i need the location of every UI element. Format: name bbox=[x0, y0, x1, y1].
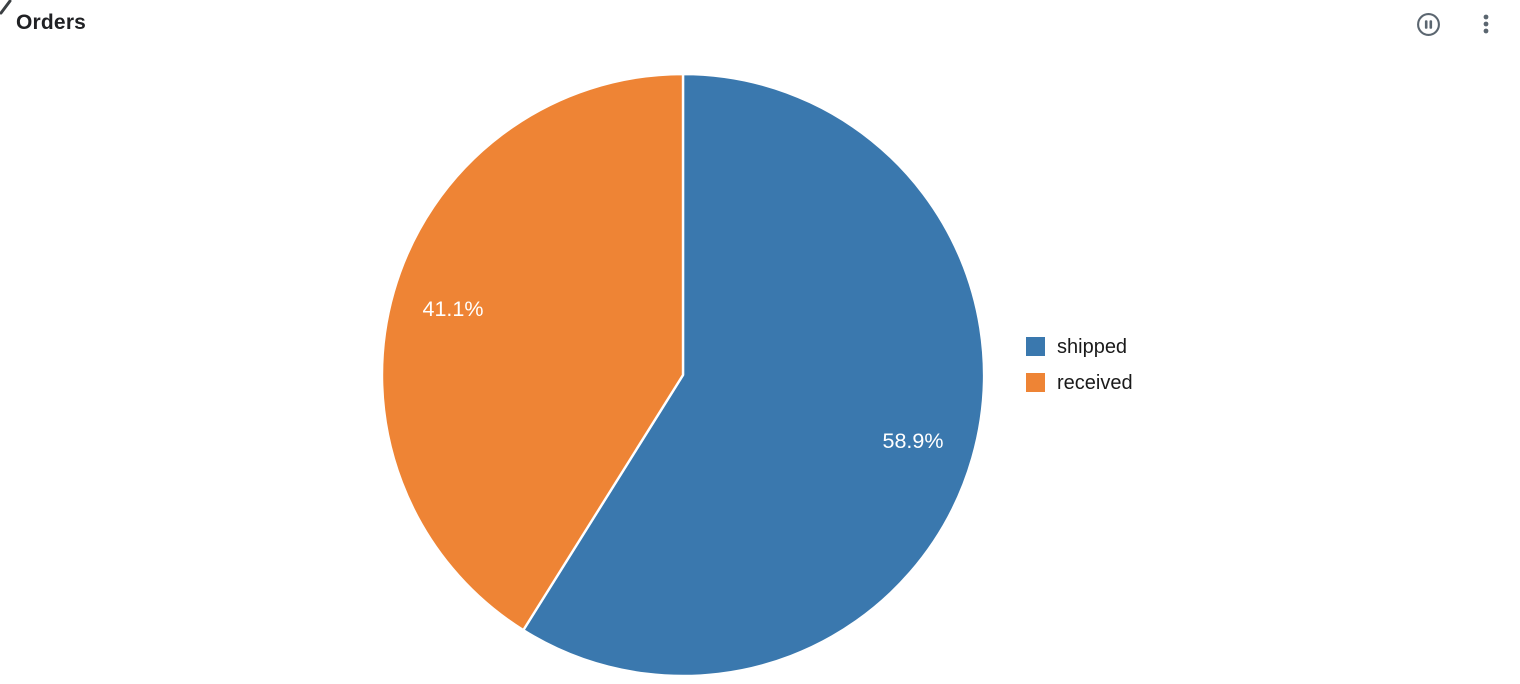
legend-label-shipped: shipped bbox=[1057, 335, 1128, 358]
kebab-menu-icon bbox=[1483, 14, 1489, 34]
panel-header: Orders bbox=[0, 0, 1520, 48]
kebab-menu-button[interactable] bbox=[1470, 8, 1502, 40]
header-actions bbox=[1412, 8, 1502, 40]
pause-circle-button[interactable] bbox=[1412, 8, 1444, 40]
pie-label-shipped: 58.9% bbox=[883, 429, 944, 453]
pause-circle-icon bbox=[1416, 12, 1440, 36]
chart-legend: shipped received bbox=[1026, 333, 1133, 405]
legend-item-shipped[interactable]: shipped bbox=[1026, 333, 1133, 360]
legend-label-received: received bbox=[1057, 371, 1133, 394]
pie-label-received: 41.1% bbox=[423, 297, 484, 321]
legend-swatch-shipped bbox=[1026, 337, 1045, 356]
panel-title: Orders bbox=[16, 11, 87, 34]
legend-swatch-received bbox=[1026, 373, 1045, 392]
legend-item-received[interactable]: received bbox=[1026, 369, 1133, 396]
corner-mark bbox=[0, 0, 12, 15]
pie-slice-shipped[interactable] bbox=[522, 72, 986, 678]
pie-slice-received[interactable] bbox=[380, 72, 685, 632]
